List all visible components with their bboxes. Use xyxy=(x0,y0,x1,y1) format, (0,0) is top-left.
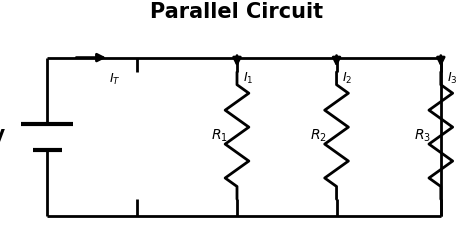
Text: $R_1$: $R_1$ xyxy=(210,127,228,144)
Text: $I_T$: $I_T$ xyxy=(109,72,120,87)
Text: $R_3$: $R_3$ xyxy=(414,127,431,144)
Text: $I_1$: $I_1$ xyxy=(243,71,253,86)
Text: Parallel Circuit: Parallel Circuit xyxy=(150,2,324,22)
Text: $I_3$: $I_3$ xyxy=(447,71,457,86)
Text: $I_2$: $I_2$ xyxy=(342,71,353,86)
Text: $R_2$: $R_2$ xyxy=(310,127,327,144)
Text: V: V xyxy=(0,128,5,146)
